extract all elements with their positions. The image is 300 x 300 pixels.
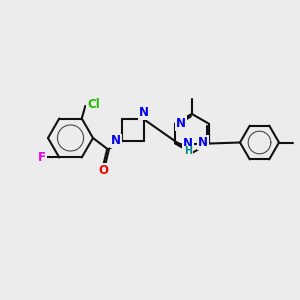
Text: N: N <box>139 106 149 119</box>
Text: N: N <box>198 136 208 149</box>
Text: Cl: Cl <box>87 98 100 111</box>
Text: N: N <box>176 117 186 130</box>
Text: H: H <box>184 146 192 156</box>
Text: O: O <box>99 164 109 177</box>
Text: N: N <box>183 137 193 150</box>
Text: F: F <box>38 151 46 164</box>
Text: N: N <box>111 134 121 148</box>
